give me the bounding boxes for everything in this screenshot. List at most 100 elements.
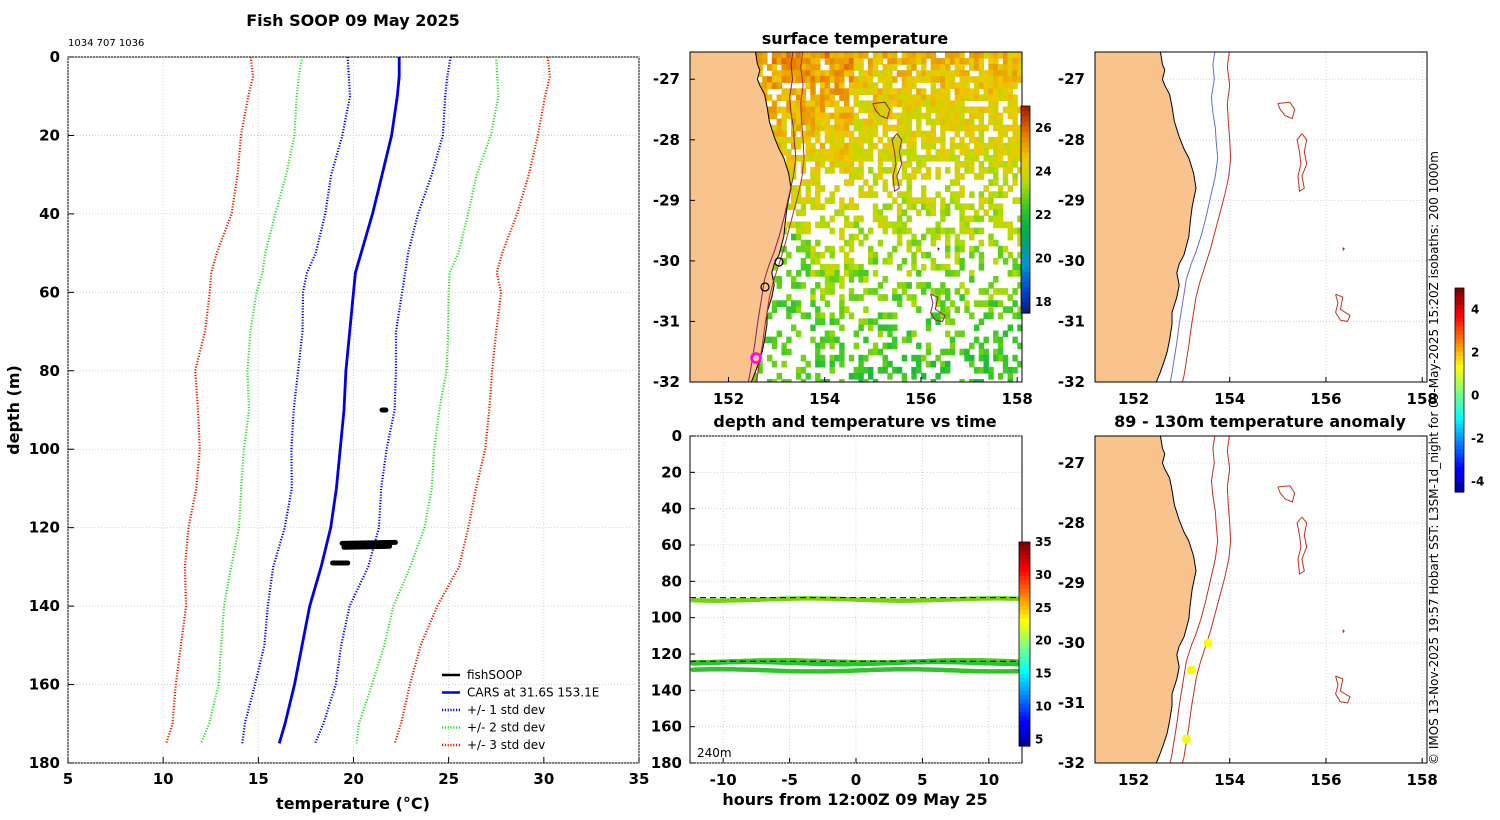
- dt-y-tick: 140: [651, 681, 682, 699]
- sst-cell: [993, 100, 999, 108]
- sst-cell: [815, 154, 821, 162]
- sst-cell: [805, 82, 811, 89]
- sst-cell: [839, 161, 845, 168]
- sst-cell: [906, 330, 912, 338]
- sst-cell: [997, 154, 1004, 162]
- sst-colorbar-slice: [1021, 178, 1030, 185]
- sst-cell: [945, 330, 951, 338]
- sst-cell: [896, 154, 903, 162]
- sst-cell: [848, 76, 855, 83]
- sst-cell: [940, 136, 946, 144]
- sst-cell: [1002, 88, 1009, 95]
- sst-cell: [916, 106, 922, 114]
- sst-cell: [887, 70, 893, 77]
- sst-cell: [892, 294, 898, 301]
- sst-cell: [877, 58, 884, 65]
- sst-cell: [858, 191, 864, 198]
- profile-subtitle: 1034 707 1036: [68, 38, 144, 49]
- sst-cell: [767, 336, 773, 344]
- sst-cell: [911, 136, 917, 144]
- sst-cell: [757, 70, 763, 77]
- sst-cell: [988, 136, 994, 144]
- dt-colorbar-slice: [1019, 580, 1030, 586]
- sst-cell: [901, 136, 908, 144]
- sst-cell: [834, 354, 840, 362]
- sst-cell: [1022, 88, 1027, 95]
- sst-cell: [877, 52, 884, 59]
- sst-cell: [1007, 100, 1013, 108]
- sst-cell: [776, 118, 782, 126]
- sst-cell: [1007, 379, 1013, 382]
- sst-cell: [877, 106, 884, 114]
- sst-cell: [959, 76, 965, 83]
- sst-cell: [940, 64, 946, 71]
- sst-cell: [815, 179, 821, 186]
- sst-cell: [877, 221, 884, 229]
- sst-colorbar-slice: [1021, 235, 1030, 242]
- sst-cell: [858, 82, 864, 89]
- sst-cell: [781, 106, 787, 114]
- sst-cell: [882, 179, 888, 186]
- sst-cell: [911, 173, 917, 180]
- sst-cell: [853, 136, 859, 144]
- sst-cell: [945, 52, 951, 59]
- sst-cell: [819, 270, 826, 277]
- sst-cell: [795, 233, 802, 241]
- sst-cell: [988, 300, 994, 307]
- sst-cell: [868, 288, 874, 295]
- sst-cell: [916, 342, 922, 350]
- sst-cell: [819, 112, 826, 120]
- sst-cell: [858, 185, 864, 192]
- sst-cell: [839, 106, 845, 114]
- sst-cell: [935, 88, 941, 95]
- sst-cell: [868, 372, 874, 380]
- sst-cell: [791, 191, 797, 198]
- sst-cell: [776, 142, 782, 150]
- anomaly-colorbar-slice: [1455, 343, 1464, 349]
- sst-cell: [921, 185, 927, 192]
- sst-cell: [901, 167, 908, 174]
- dt-colorbar-slice: [1019, 584, 1030, 590]
- sst-cell: [892, 161, 898, 168]
- sst-cell: [906, 118, 912, 126]
- sst-cell: [795, 270, 802, 277]
- sst-cell: [978, 203, 985, 211]
- sst-cell: [858, 64, 864, 71]
- sst-seamount: [937, 247, 940, 252]
- anomaly-colorbar-tick: 4: [1471, 302, 1479, 316]
- sst-cell: [978, 106, 985, 114]
- sst-cell: [819, 52, 826, 59]
- sst-cell: [959, 52, 965, 59]
- sst-cell: [839, 227, 845, 235]
- sst-cell: [829, 64, 835, 71]
- dt-colorbar-slice: [1019, 712, 1030, 717]
- anomaly-colorbar-slice: [1455, 309, 1464, 315]
- sst-cell: [882, 124, 888, 132]
- sst-cell: [969, 167, 975, 174]
- sst-cell: [858, 136, 864, 144]
- sst-cell: [993, 179, 999, 186]
- anomaly-colorbar-slice: [1455, 377, 1464, 383]
- sst-cell: [868, 227, 874, 235]
- sst-cell: [805, 76, 811, 83]
- sst-cell: [964, 306, 970, 313]
- sst-cell: [993, 276, 999, 283]
- sst-cell: [993, 215, 999, 223]
- sst-cell: [969, 76, 975, 83]
- sst-cell: [973, 215, 980, 223]
- sst-cell: [911, 239, 917, 247]
- sst-cell: [921, 161, 927, 168]
- sst-cell: [1017, 282, 1022, 289]
- sst-colorbar-slice: [1021, 297, 1030, 304]
- sst-cell: [945, 100, 951, 108]
- sst-cell: [997, 124, 1004, 132]
- sst-cell: [776, 82, 782, 89]
- sst-cell: [795, 227, 802, 235]
- sst-cell: [1002, 306, 1009, 313]
- sst-cell: [848, 58, 855, 65]
- sst-cell: [795, 366, 802, 374]
- profile-xlabel: temperature (°C): [276, 794, 430, 813]
- sst-cell: [935, 227, 941, 235]
- sst-cell: [1017, 148, 1022, 156]
- sst-cell: [872, 142, 879, 150]
